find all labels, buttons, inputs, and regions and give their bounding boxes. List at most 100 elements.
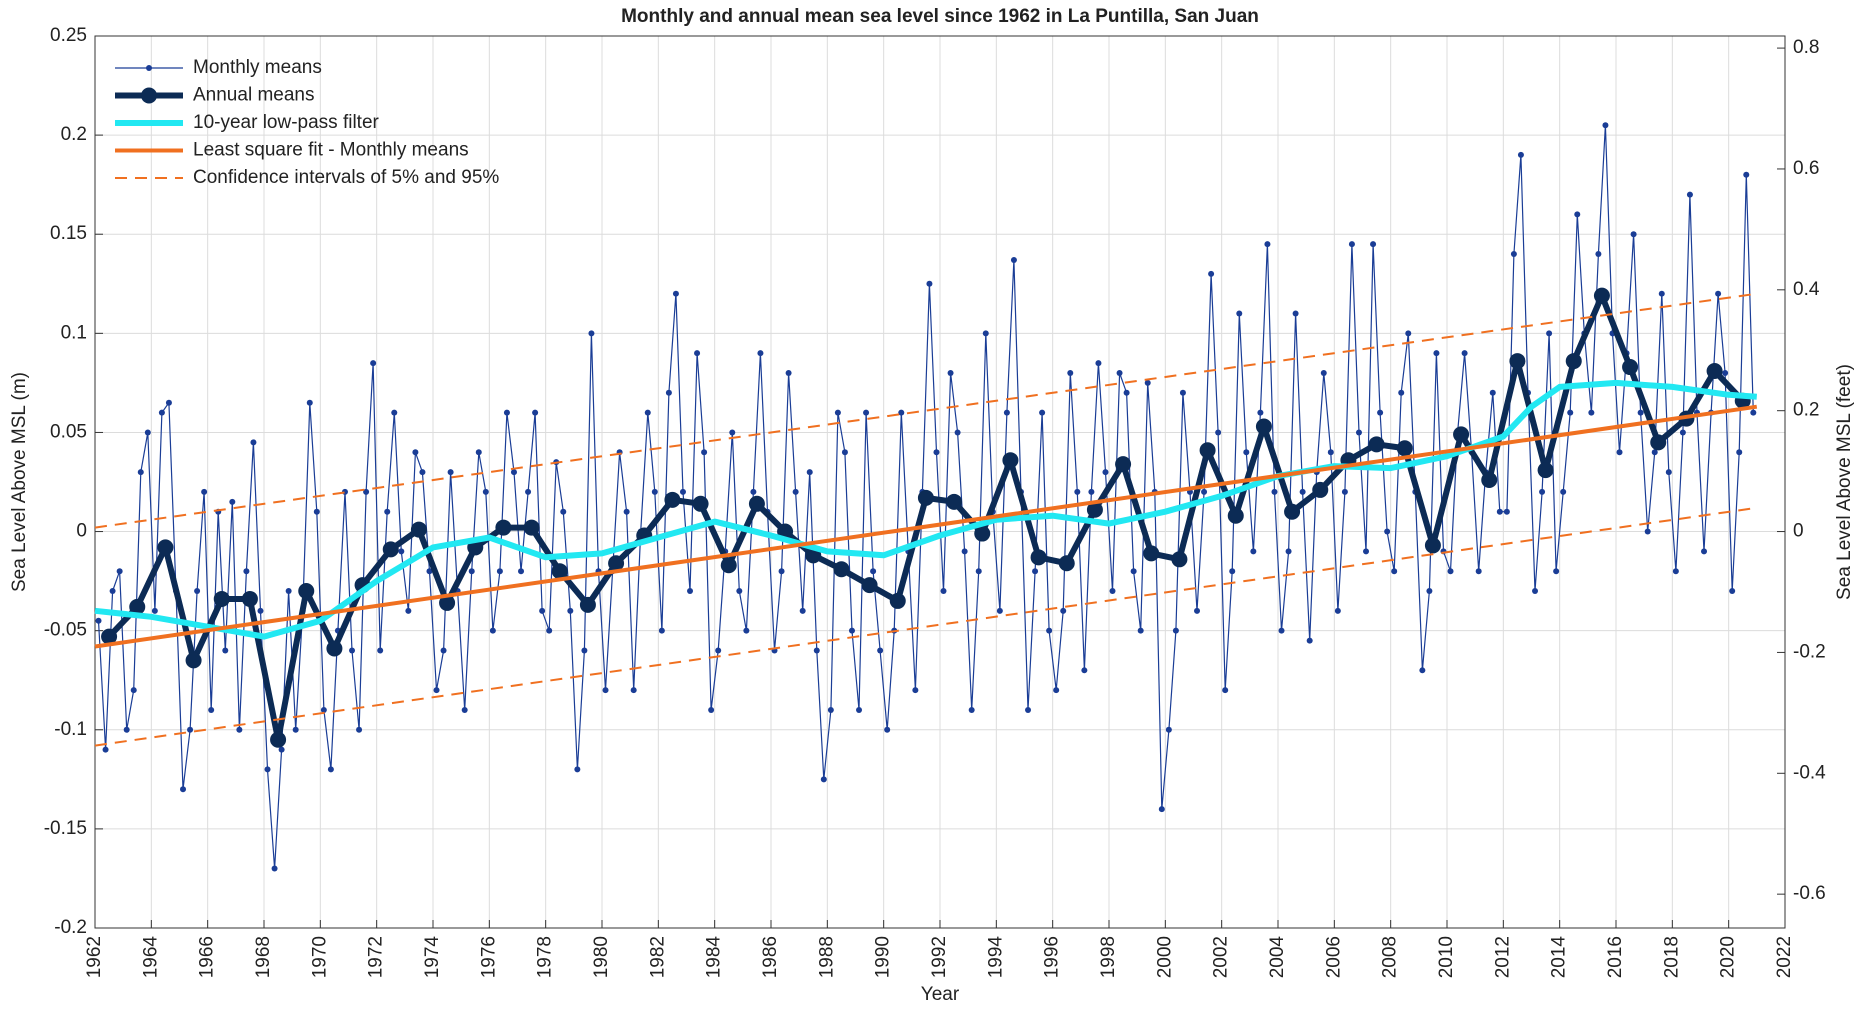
data-point [1046, 627, 1053, 634]
data-point [1229, 568, 1236, 575]
data-point [1299, 488, 1306, 495]
data-point [1481, 472, 1498, 489]
data-point [433, 687, 440, 694]
data-point [1292, 310, 1299, 317]
x-axis-label: Year [921, 984, 960, 1005]
data-point [1053, 687, 1060, 694]
y-tick-label: 0.15 [50, 223, 87, 244]
data-point [602, 687, 609, 694]
data-point [1115, 456, 1132, 473]
x-tick-label: 1996 [1042, 936, 1063, 978]
data-point [1722, 369, 1729, 376]
y-tick-label: -0.15 [44, 818, 87, 839]
data-point [241, 590, 258, 607]
data-point [933, 449, 940, 456]
data-point [144, 429, 151, 436]
data-point [439, 594, 456, 611]
x-tick-label: 2006 [1323, 936, 1344, 978]
data-point [370, 360, 377, 367]
data-point [954, 429, 961, 436]
y2-tick-label: 0.6 [1793, 158, 1819, 179]
data-point [1227, 507, 1244, 524]
data-point [1306, 637, 1313, 644]
legend-label: Annual means [193, 85, 314, 106]
data-point [946, 493, 963, 510]
data-point [327, 766, 334, 773]
data-point [720, 557, 737, 574]
data-point [243, 568, 250, 575]
data-point [1447, 568, 1454, 575]
data-point [898, 409, 905, 416]
x-tick-label: 1964 [140, 936, 161, 979]
data-point [1489, 389, 1496, 396]
data-point [426, 568, 433, 575]
y-tick-label: 0.1 [61, 322, 87, 343]
data-point [229, 498, 236, 505]
data-point [1285, 548, 1292, 555]
x-tick-label: 1982 [647, 936, 668, 978]
data-point [1426, 588, 1433, 595]
data-point [1088, 488, 1095, 495]
data-point [806, 469, 813, 476]
data-point [447, 469, 454, 476]
legend-marker [146, 65, 152, 71]
data-point [917, 489, 934, 506]
y-tick-label: 0.25 [50, 25, 87, 46]
x-tick-label: 1986 [760, 936, 781, 978]
legend-label: 10-year low-pass filter [193, 112, 380, 133]
data-point [692, 495, 709, 512]
data-point [1622, 359, 1639, 376]
x-tick-label: 1988 [816, 936, 837, 978]
legend-label: Least square fit - Monthly means [193, 140, 469, 161]
data-point [975, 568, 982, 575]
data-point [1574, 211, 1581, 218]
data-point [1032, 568, 1039, 575]
data-point [1199, 442, 1216, 459]
data-point [856, 706, 863, 713]
data-point [1363, 548, 1370, 555]
data-point [1433, 350, 1440, 357]
data-point [410, 521, 427, 538]
data-point [884, 726, 891, 733]
x-tick-label: 1992 [929, 936, 950, 978]
data-point [129, 598, 146, 615]
y2-tick-label: -0.6 [1793, 883, 1826, 904]
x-tick-label: 1990 [873, 936, 894, 978]
y2-tick-label: 0 [1793, 521, 1804, 542]
data-point [863, 409, 870, 416]
data-point [109, 588, 116, 595]
x-tick-label: 2020 [1718, 936, 1739, 978]
data-point [1419, 667, 1426, 674]
y-tick-label: -0.05 [44, 620, 87, 641]
y-tick-label: 0 [76, 521, 87, 542]
data-point [792, 488, 799, 495]
x-tick-label: 1994 [985, 936, 1006, 979]
data-point [1137, 627, 1144, 634]
data-point [581, 647, 588, 654]
data-point [1743, 171, 1750, 178]
data-point [1250, 548, 1257, 555]
data-point [270, 731, 287, 748]
data-point [1236, 310, 1243, 317]
data-point [974, 525, 991, 542]
y2-tick-label: -0.2 [1793, 641, 1826, 662]
x-tick-label: 2012 [1492, 936, 1513, 978]
data-point [658, 627, 665, 634]
data-point [1750, 409, 1757, 416]
data-point [861, 577, 878, 594]
x-tick-label: 2010 [1436, 936, 1457, 978]
plot-frame [94, 35, 1786, 929]
data-point [1706, 362, 1723, 379]
data-point [1058, 555, 1075, 572]
data-point [608, 555, 625, 572]
chart-title: Monthly and annual mean sea level since … [621, 6, 1259, 27]
data-point [665, 389, 672, 396]
data-point [482, 488, 489, 495]
data-point [560, 508, 567, 515]
y-axis-label: Sea Level Above MSL (m) [9, 372, 30, 592]
data-point [1312, 481, 1329, 498]
data-point [130, 687, 137, 694]
data-point [813, 647, 820, 654]
data-point [1630, 231, 1637, 238]
